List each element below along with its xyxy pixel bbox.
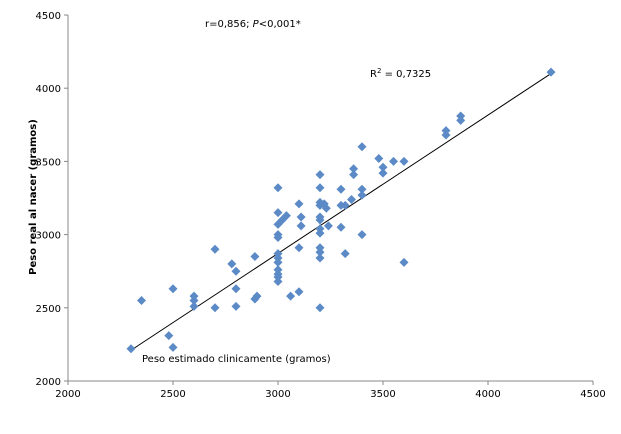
x-tick-label: 2500 bbox=[160, 389, 185, 400]
data-point bbox=[441, 130, 451, 140]
data-point bbox=[399, 156, 409, 166]
data-point bbox=[231, 301, 241, 311]
data-point bbox=[294, 243, 304, 253]
r-squared-base: R bbox=[370, 69, 377, 80]
data-point bbox=[315, 183, 325, 193]
data-point bbox=[231, 266, 241, 276]
data-point bbox=[349, 164, 359, 174]
data-point bbox=[294, 287, 304, 297]
p-symbol: P bbox=[253, 19, 260, 30]
trendline bbox=[130, 73, 552, 351]
data-point bbox=[189, 301, 199, 311]
data-point bbox=[168, 342, 178, 352]
data-point bbox=[296, 212, 306, 222]
x-tick-label: 3500 bbox=[370, 389, 395, 400]
data-point bbox=[164, 331, 174, 341]
data-point bbox=[399, 257, 409, 267]
data-point bbox=[231, 284, 241, 294]
data-point bbox=[357, 184, 367, 194]
data-point bbox=[189, 291, 199, 301]
data-point bbox=[340, 249, 350, 259]
r-squared-annotation: R2 = 0,7325 bbox=[370, 67, 431, 80]
data-point bbox=[294, 199, 304, 209]
data-point bbox=[286, 291, 296, 301]
data-point bbox=[273, 208, 283, 218]
data-point bbox=[357, 142, 367, 152]
y-tick-label: 4500 bbox=[36, 11, 61, 22]
data-point bbox=[336, 222, 346, 232]
data-point bbox=[273, 257, 283, 267]
data-point bbox=[296, 221, 306, 231]
data-point bbox=[315, 253, 325, 263]
x-tick-label: 4000 bbox=[475, 389, 500, 400]
data-point bbox=[374, 153, 384, 163]
data-point bbox=[347, 194, 356, 204]
data-point bbox=[546, 67, 556, 77]
correlation-prefix: r=0,856; bbox=[205, 19, 253, 30]
data-point bbox=[227, 259, 237, 269]
data-point bbox=[340, 200, 350, 210]
data-points bbox=[126, 67, 556, 354]
r-squared-exponent: 2 bbox=[377, 67, 381, 75]
data-point bbox=[315, 215, 325, 225]
data-point bbox=[137, 295, 146, 305]
data-point bbox=[252, 291, 262, 301]
data-point bbox=[273, 233, 283, 243]
data-point bbox=[321, 203, 331, 213]
x-axis-label: Peso estimado clinicamente (gramos) bbox=[142, 354, 331, 365]
data-point bbox=[315, 228, 325, 238]
data-point bbox=[250, 252, 260, 262]
y-tick-label: 3000 bbox=[36, 231, 61, 242]
axes bbox=[64, 14, 594, 385]
correlation-annotation: r=0,856; P<0,001* bbox=[205, 19, 301, 30]
y-tick-label: 2500 bbox=[36, 304, 61, 315]
data-point bbox=[168, 284, 178, 294]
y-axis-label: Peso real al nacer (gramos) bbox=[28, 119, 39, 275]
y-tick-label: 2000 bbox=[36, 377, 61, 388]
x-tick-label: 3000 bbox=[265, 389, 290, 400]
data-point bbox=[210, 303, 220, 313]
data-point bbox=[315, 247, 325, 257]
x-tick-label: 4500 bbox=[580, 389, 605, 400]
tick-labels: 2000 2500 3000 3500 4000 4500 2000 2500 3000 3500… bbox=[36, 11, 606, 400]
data-point bbox=[323, 221, 333, 231]
data-point bbox=[456, 115, 466, 125]
data-point bbox=[357, 190, 367, 200]
data-point bbox=[273, 276, 283, 286]
data-point bbox=[273, 183, 283, 193]
data-point bbox=[349, 170, 359, 180]
data-point bbox=[210, 244, 220, 254]
data-point bbox=[378, 168, 388, 178]
data-point bbox=[389, 156, 398, 166]
data-point bbox=[281, 211, 291, 221]
x-tick-label: 2000 bbox=[55, 389, 80, 400]
y-tick-label: 3500 bbox=[36, 157, 61, 168]
data-point bbox=[315, 303, 325, 313]
data-point bbox=[357, 230, 367, 240]
data-point bbox=[336, 184, 346, 194]
data-point bbox=[126, 344, 136, 354]
data-point bbox=[315, 170, 325, 180]
data-point bbox=[378, 162, 388, 172]
y-tick-label: 4000 bbox=[36, 84, 61, 95]
p-value: <0,001* bbox=[259, 19, 301, 30]
r-squared-value: = 0,7325 bbox=[381, 69, 431, 80]
